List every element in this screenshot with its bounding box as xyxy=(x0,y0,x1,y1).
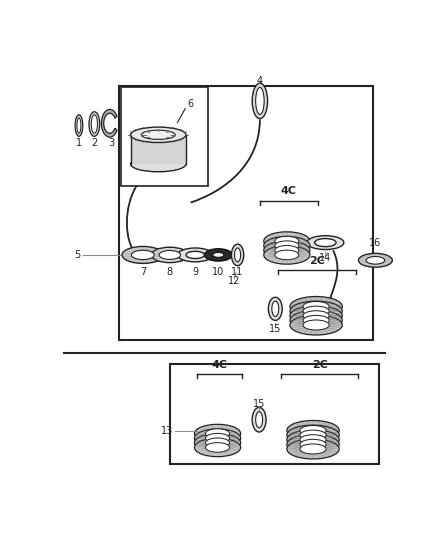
Ellipse shape xyxy=(75,115,83,136)
Ellipse shape xyxy=(256,87,264,115)
Text: 5: 5 xyxy=(74,250,81,260)
Bar xyxy=(119,85,373,340)
Ellipse shape xyxy=(231,244,244,265)
Ellipse shape xyxy=(272,301,279,317)
Ellipse shape xyxy=(303,320,329,330)
Ellipse shape xyxy=(275,241,299,251)
Text: 16: 16 xyxy=(369,238,381,248)
Text: 1: 1 xyxy=(76,138,82,148)
Ellipse shape xyxy=(300,430,326,440)
Ellipse shape xyxy=(131,251,154,260)
Ellipse shape xyxy=(287,430,339,450)
Ellipse shape xyxy=(213,253,224,257)
Ellipse shape xyxy=(89,112,100,136)
Ellipse shape xyxy=(290,301,342,321)
Ellipse shape xyxy=(290,306,342,326)
Ellipse shape xyxy=(287,439,339,459)
Ellipse shape xyxy=(264,232,310,251)
Ellipse shape xyxy=(290,315,342,335)
Polygon shape xyxy=(102,109,117,137)
Ellipse shape xyxy=(91,115,97,133)
Text: 15: 15 xyxy=(269,324,282,334)
Ellipse shape xyxy=(205,249,232,261)
Ellipse shape xyxy=(303,311,329,321)
Text: 11: 11 xyxy=(231,267,244,277)
Text: 6: 6 xyxy=(187,99,194,109)
Text: 4C: 4C xyxy=(281,187,297,196)
Ellipse shape xyxy=(290,310,342,330)
Ellipse shape xyxy=(131,156,186,172)
Ellipse shape xyxy=(159,251,180,260)
Text: 10: 10 xyxy=(212,267,224,277)
Text: 2: 2 xyxy=(91,138,98,148)
Ellipse shape xyxy=(177,248,213,262)
Ellipse shape xyxy=(300,425,326,435)
Ellipse shape xyxy=(264,246,310,264)
Ellipse shape xyxy=(194,429,240,447)
Ellipse shape xyxy=(303,302,329,311)
Ellipse shape xyxy=(151,247,188,263)
Ellipse shape xyxy=(290,296,342,317)
Bar xyxy=(121,87,208,185)
Ellipse shape xyxy=(77,118,81,133)
Ellipse shape xyxy=(300,444,326,454)
Ellipse shape xyxy=(252,407,266,432)
Ellipse shape xyxy=(264,237,310,255)
Ellipse shape xyxy=(303,316,329,325)
Ellipse shape xyxy=(131,127,186,142)
Ellipse shape xyxy=(307,236,344,249)
Ellipse shape xyxy=(252,83,268,119)
Text: 2C: 2C xyxy=(311,360,328,370)
Ellipse shape xyxy=(264,241,310,260)
Ellipse shape xyxy=(300,435,326,445)
Ellipse shape xyxy=(141,130,175,140)
Text: 7: 7 xyxy=(140,267,146,277)
Ellipse shape xyxy=(194,424,240,443)
Text: 9: 9 xyxy=(192,267,198,277)
Text: 13: 13 xyxy=(161,426,173,436)
Ellipse shape xyxy=(194,433,240,452)
Ellipse shape xyxy=(186,252,205,259)
Text: 8: 8 xyxy=(167,267,173,277)
Ellipse shape xyxy=(205,442,230,452)
Ellipse shape xyxy=(287,421,339,440)
Polygon shape xyxy=(131,135,186,164)
Ellipse shape xyxy=(256,411,263,428)
Ellipse shape xyxy=(303,306,329,316)
Ellipse shape xyxy=(205,438,230,448)
Ellipse shape xyxy=(300,439,326,449)
Ellipse shape xyxy=(287,434,339,454)
Ellipse shape xyxy=(194,438,240,457)
Ellipse shape xyxy=(275,250,299,260)
Text: 3: 3 xyxy=(108,138,114,148)
Text: 4: 4 xyxy=(257,76,263,86)
Ellipse shape xyxy=(275,236,299,246)
Text: 14: 14 xyxy=(319,253,332,263)
Ellipse shape xyxy=(205,433,230,443)
Bar xyxy=(170,364,379,464)
Ellipse shape xyxy=(122,246,164,263)
Ellipse shape xyxy=(205,429,230,438)
Ellipse shape xyxy=(234,248,240,262)
Ellipse shape xyxy=(287,425,339,445)
Ellipse shape xyxy=(366,256,385,264)
Text: 2C: 2C xyxy=(309,256,325,265)
Text: 12: 12 xyxy=(228,276,240,286)
Ellipse shape xyxy=(314,239,336,247)
Text: 4C: 4C xyxy=(212,360,227,370)
Ellipse shape xyxy=(268,297,282,320)
Ellipse shape xyxy=(358,253,392,267)
Text: 15: 15 xyxy=(253,399,265,409)
Ellipse shape xyxy=(275,246,299,255)
